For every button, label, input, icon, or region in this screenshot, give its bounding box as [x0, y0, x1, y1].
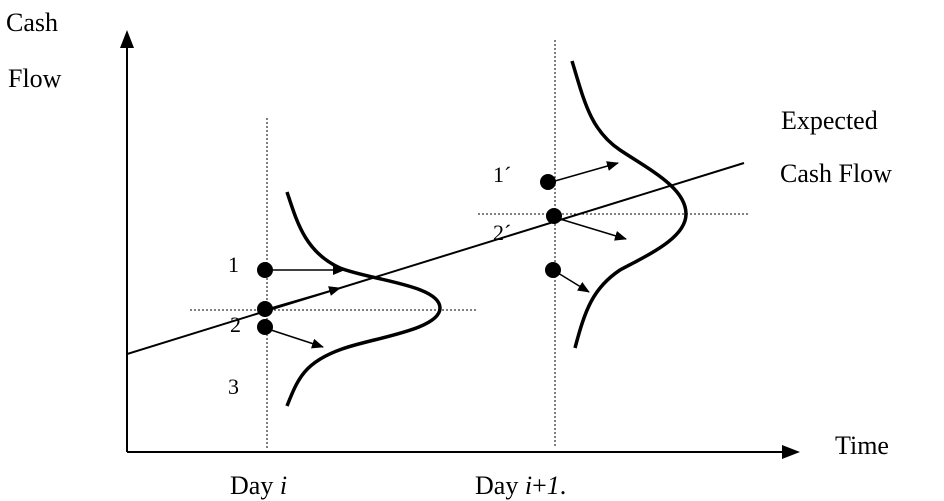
y-axis-label-line2: Flow: [8, 64, 62, 93]
point-1-label: 1: [228, 252, 239, 277]
arrow-point-3: [270, 329, 324, 349]
day-i-label: Day i: [230, 471, 287, 500]
point-1-prime-label: 1´: [493, 162, 511, 187]
point-3-label: 3: [228, 374, 239, 399]
x-axis-arrowhead: [782, 445, 800, 459]
day-i1-label: Day i+1.: [475, 471, 566, 500]
point-2-label: 2: [230, 312, 241, 337]
point-1-prime: [540, 174, 556, 190]
y-axis-arrowhead: [120, 30, 134, 48]
arrow-point-1-prime: [554, 161, 619, 182]
x-axis-label: Time: [835, 431, 889, 460]
point-2-prime: [546, 208, 562, 224]
day-i1-distribution-curve: [570, 60, 688, 349]
point-2-prime-label: 2´: [493, 220, 511, 245]
expected-cash-flow-line: [126, 162, 745, 355]
arrow-point-3-prime: [557, 272, 590, 293]
day-i-distribution-curve: [285, 191, 442, 407]
expected-label-line1: Expected: [781, 106, 878, 135]
arrow-point-2-prime: [559, 218, 627, 241]
y-axis-label-line1: Cash: [6, 8, 58, 37]
point-3-prime: [545, 262, 561, 278]
point-1: [257, 262, 273, 278]
arrow-point-2: [270, 286, 341, 309]
point-2: [257, 301, 273, 317]
expected-label-line2: Cash Flow: [780, 159, 892, 188]
point-3: [257, 319, 273, 335]
